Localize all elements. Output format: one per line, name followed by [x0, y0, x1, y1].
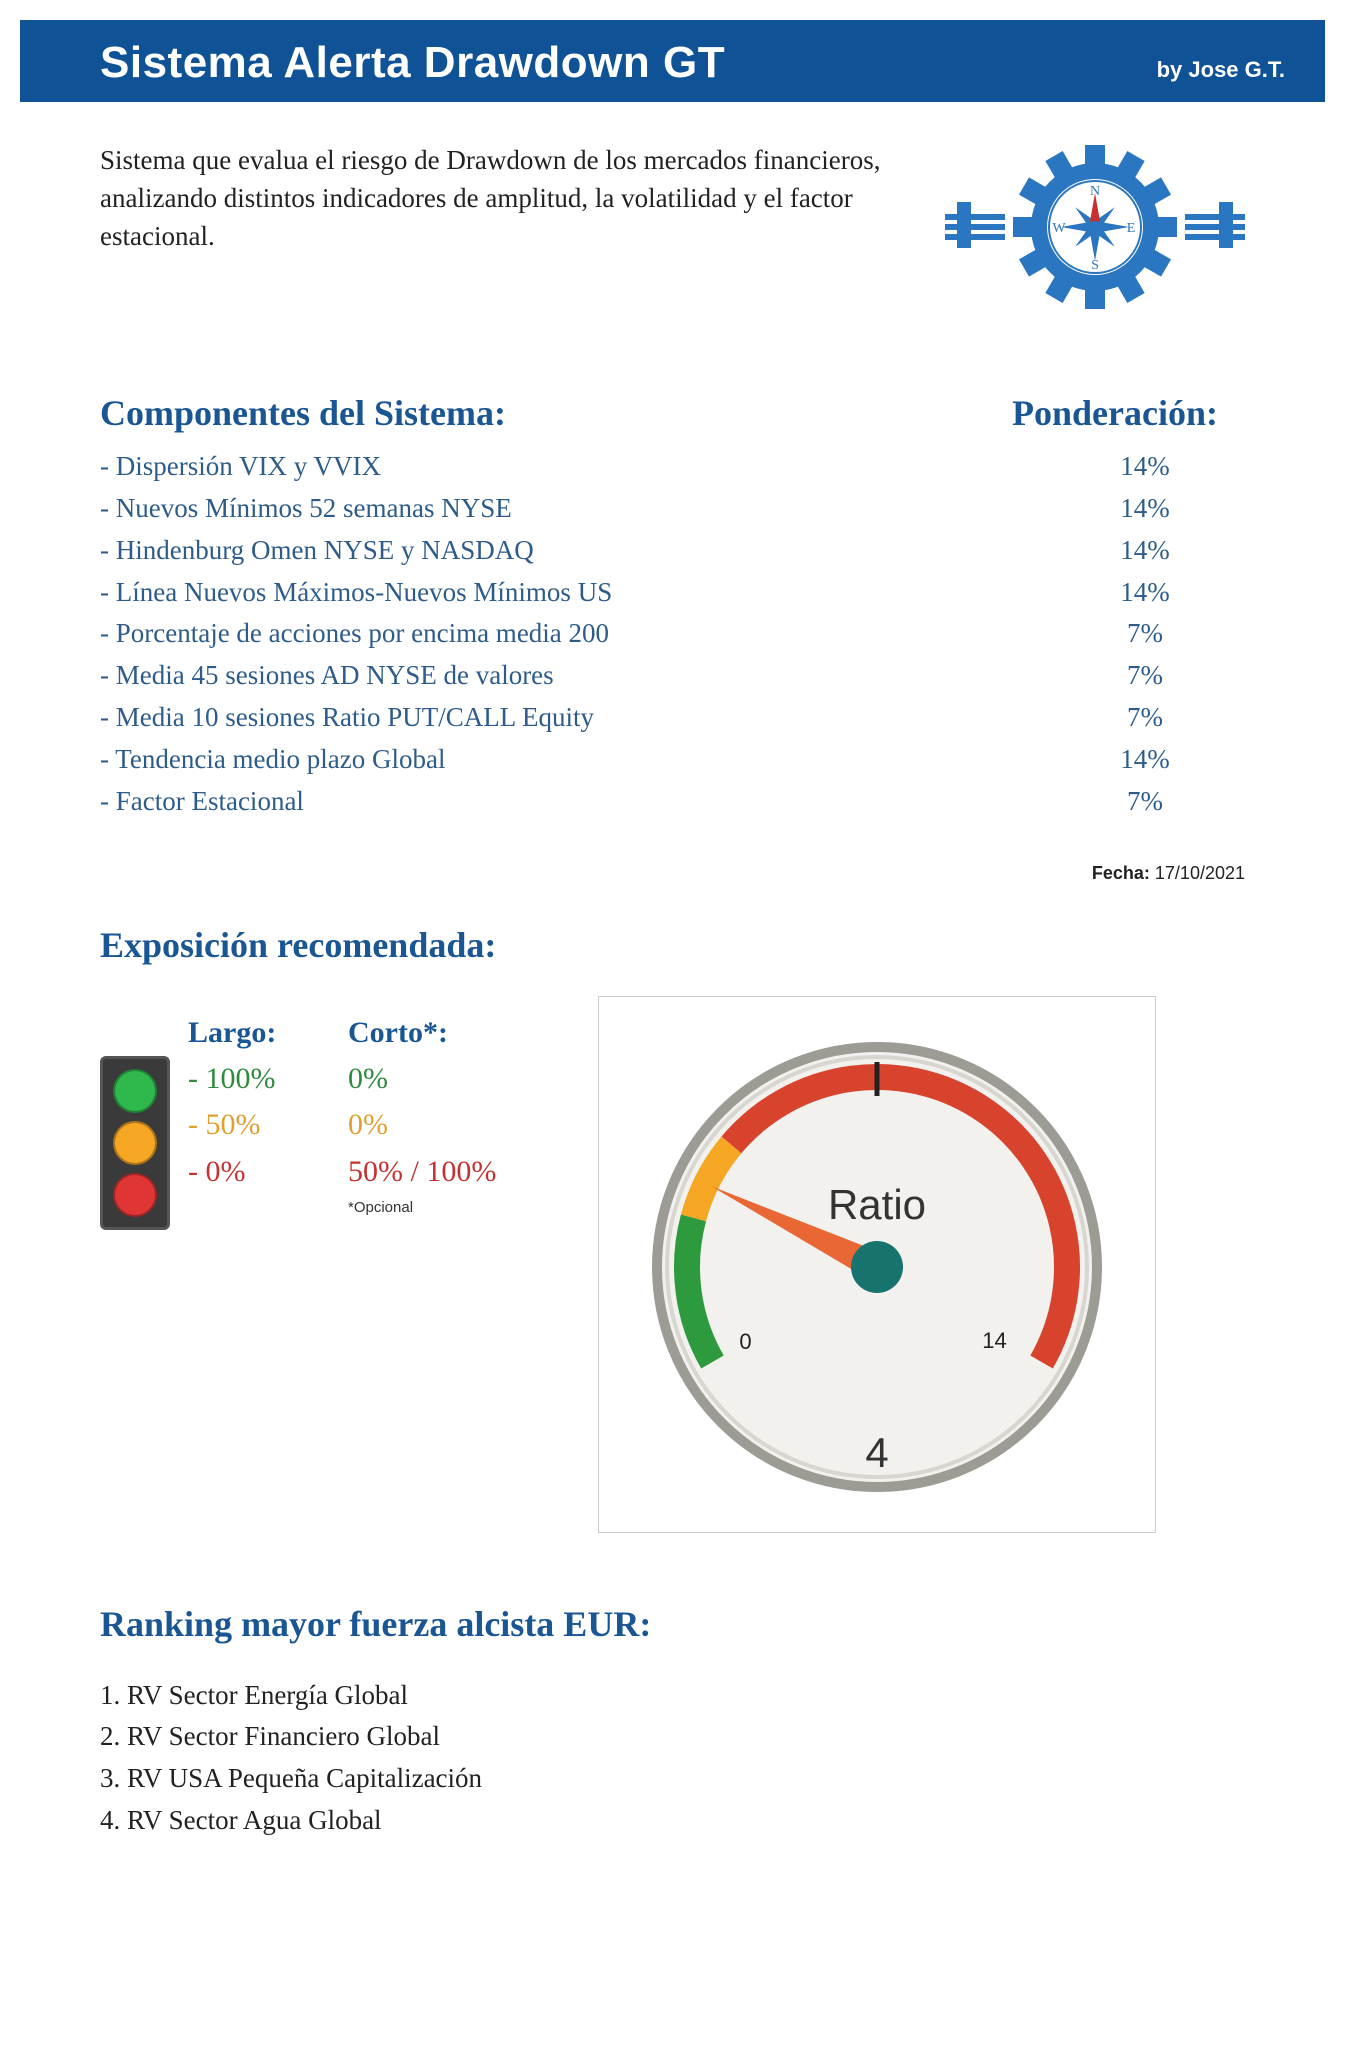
- ranking-item: 4. RV Sector Agua Global: [100, 1800, 1245, 1842]
- component-row: - Porcentaje de acciones por encima medi…: [100, 613, 1245, 655]
- date-value: 17/10/2021: [1155, 863, 1245, 883]
- components-heading: Componentes del Sistema:: [100, 392, 506, 434]
- component-label: - Factor Estacional: [100, 781, 1045, 823]
- component-row: - Nuevos Mínimos 52 semanas NYSE14%: [100, 488, 1245, 530]
- component-row: - Dispersión VIX y VVIX14%: [100, 446, 1245, 488]
- corto-header: Corto*:: [348, 1016, 568, 1056]
- component-weight: 14%: [1045, 488, 1245, 530]
- ranking-item: 3. RV USA Pequeña Capitalización: [100, 1758, 1245, 1800]
- component-weight: 14%: [1045, 446, 1245, 488]
- component-weight: 7%: [1045, 697, 1245, 739]
- ranking-item: 2. RV Sector Financiero Global: [100, 1716, 1245, 1758]
- exposure-row: - 50%0%: [188, 1102, 568, 1149]
- component-weight: 14%: [1045, 739, 1245, 781]
- largo-value: - 100%: [188, 1056, 348, 1103]
- header-bar: Sistema Alerta Drawdown GT by Jose G.T.: [20, 20, 1325, 102]
- gauge-chart: 0 14 Ratio 4: [598, 996, 1156, 1533]
- svg-text:14: 14: [982, 1328, 1006, 1353]
- gear-compass-icon: N E S W: [945, 142, 1245, 312]
- exposure-row: - 0%50% / 100%: [188, 1149, 568, 1196]
- traffic-light-circle: [113, 1121, 157, 1165]
- page-title: Sistema Alerta Drawdown GT: [100, 38, 725, 88]
- svg-text:0: 0: [739, 1329, 751, 1354]
- component-label: - Porcentaje de acciones por encima medi…: [100, 613, 1045, 655]
- date-label: Fecha:: [1092, 863, 1150, 883]
- largo-value: - 50%: [188, 1102, 348, 1149]
- opcional-note: *Opcional: [348, 1199, 568, 1216]
- exposure-table-head: Largo: Corto*:: [188, 1016, 568, 1056]
- corto-value: 0%: [348, 1102, 568, 1149]
- largo-value: - 0%: [188, 1149, 348, 1196]
- component-label: - Media 10 sesiones Ratio PUT/CALL Equit…: [100, 697, 1045, 739]
- component-label: - Media 45 sesiones AD NYSE de valores: [100, 655, 1045, 697]
- component-label: - Hindenburg Omen NYSE y NASDAQ: [100, 530, 1045, 572]
- components-header-row: Componentes del Sistema: Ponderación:: [100, 392, 1245, 434]
- component-weight: 7%: [1045, 655, 1245, 697]
- largo-header: Largo:: [188, 1016, 348, 1056]
- component-weight: 14%: [1045, 572, 1245, 614]
- corto-value: 50% / 100%: [348, 1149, 568, 1196]
- traffic-light-circle: [113, 1069, 157, 1113]
- component-row: - Factor Estacional7%: [100, 781, 1245, 823]
- exposure-body: Largo: Corto*: - 100%0%- 50%0%- 0%50% / …: [100, 996, 1245, 1533]
- component-label: - Nuevos Mínimos 52 semanas NYSE: [100, 488, 1045, 530]
- ranking-item: 1. RV Sector Energía Global: [100, 1675, 1245, 1717]
- component-row: - Media 10 sesiones Ratio PUT/CALL Equit…: [100, 697, 1245, 739]
- component-label: - Línea Nuevos Máximos-Nuevos Mínimos US: [100, 572, 1045, 614]
- component-weight: 14%: [1045, 530, 1245, 572]
- traffic-block: Largo: Corto*: - 100%0%- 50%0%- 0%50% / …: [100, 996, 568, 1230]
- weighting-heading: Ponderación:: [985, 392, 1245, 434]
- intro-row: Sistema que evalua el riesgo de Drawdown…: [100, 142, 1245, 312]
- svg-text:E: E: [1127, 221, 1136, 236]
- traffic-light-circle: [113, 1173, 157, 1217]
- svg-text:Ratio: Ratio: [828, 1181, 926, 1228]
- traffic-light-icon: [100, 1056, 170, 1230]
- component-label: - Tendencia medio plazo Global: [100, 739, 1045, 781]
- svg-text:W: W: [1052, 221, 1066, 236]
- intro-text: Sistema que evalua el riesgo de Drawdown…: [100, 142, 915, 255]
- corto-value: 0%: [348, 1056, 568, 1103]
- component-row: - Media 45 sesiones AD NYSE de valores7%: [100, 655, 1245, 697]
- svg-text:4: 4: [865, 1429, 888, 1476]
- exposure-heading: Exposición recomendada:: [100, 924, 1245, 966]
- content: Sistema que evalua el riesgo de Drawdown…: [0, 102, 1345, 1902]
- exposure-row: - 100%0%: [188, 1056, 568, 1103]
- component-row: - Línea Nuevos Máximos-Nuevos Mínimos US…: [100, 572, 1245, 614]
- byline: by Jose G.T.: [1157, 57, 1285, 83]
- components-list: - Dispersión VIX y VVIX14%- Nuevos Mínim…: [100, 446, 1245, 823]
- ranking-list: 1. RV Sector Energía Global2. RV Sector …: [100, 1675, 1245, 1842]
- component-row: - Tendencia medio plazo Global14%: [100, 739, 1245, 781]
- date-row: Fecha: 17/10/2021: [100, 863, 1245, 884]
- component-row: - Hindenburg Omen NYSE y NASDAQ14%: [100, 530, 1245, 572]
- component-weight: 7%: [1045, 613, 1245, 655]
- exposure-table: Largo: Corto*: - 100%0%- 50%0%- 0%50% / …: [188, 1016, 568, 1217]
- component-weight: 7%: [1045, 781, 1245, 823]
- ranking-heading: Ranking mayor fuerza alcista EUR:: [100, 1603, 1245, 1645]
- component-label: - Dispersión VIX y VVIX: [100, 446, 1045, 488]
